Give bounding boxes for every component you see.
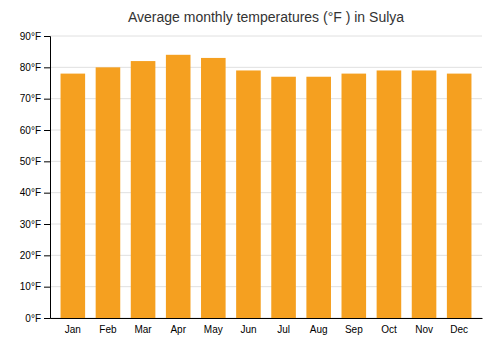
y-tick-label: 10°F xyxy=(20,281,41,292)
x-axis-line xyxy=(51,318,483,319)
y-tick-label: 60°F xyxy=(20,125,41,136)
x-tick-label: Apr xyxy=(170,324,186,335)
y-tick-line xyxy=(44,99,50,100)
x-tick-label: May xyxy=(204,324,223,335)
y-tick-label: 50°F xyxy=(20,156,41,167)
x-tick: Oct xyxy=(381,318,397,335)
y-tick: 0°F xyxy=(25,313,50,324)
y-axis-line xyxy=(44,37,51,319)
y-tick-line xyxy=(44,36,50,37)
y-tick-line xyxy=(44,161,50,162)
x-tick: Dec xyxy=(450,318,468,335)
x-tick-label: Oct xyxy=(381,324,397,335)
y-tick: 60°F xyxy=(20,125,50,136)
y-tick-label: 90°F xyxy=(20,31,41,42)
x-tick-label: Mar xyxy=(134,324,152,335)
bar xyxy=(166,55,191,318)
x-tick-label: Jul xyxy=(277,324,290,335)
bar xyxy=(447,74,472,318)
x-tick: Feb xyxy=(99,318,117,335)
y-tick: 40°F xyxy=(20,187,50,198)
bar xyxy=(236,70,261,318)
bar xyxy=(96,67,121,318)
grid-line xyxy=(50,36,482,37)
x-axis: Jan Feb Mar Apr May Jun Jul Aug Sep Oct Nov Dec xyxy=(51,318,483,335)
x-tick-label: Feb xyxy=(99,324,117,335)
bars xyxy=(61,55,472,318)
bar xyxy=(201,58,226,318)
bar xyxy=(131,61,156,318)
x-tick-label: Jun xyxy=(240,324,256,335)
y-tick-line xyxy=(44,67,50,68)
y-tick: 10°F xyxy=(20,281,50,292)
bar xyxy=(342,74,367,318)
y-tick: 70°F xyxy=(20,93,50,104)
y-tick-line xyxy=(44,193,50,194)
x-tick: May xyxy=(204,318,223,335)
y-tick-label: 20°F xyxy=(20,250,41,261)
x-tick: Aug xyxy=(310,318,328,335)
x-tick: Jun xyxy=(240,318,256,335)
x-tick: Mar xyxy=(134,318,152,335)
y-tick: 80°F xyxy=(20,62,50,73)
bar xyxy=(377,70,402,318)
x-tick: Jul xyxy=(277,318,290,335)
bar xyxy=(271,77,296,318)
x-tick: Apr xyxy=(170,318,186,335)
x-tick-label: Nov xyxy=(415,324,433,335)
bar xyxy=(61,74,86,318)
y-tick-line xyxy=(44,224,50,225)
y-tick-label: 0°F xyxy=(25,313,41,324)
y-tick-label: 30°F xyxy=(20,219,41,230)
grid xyxy=(50,36,482,318)
x-tick: Sep xyxy=(345,318,363,335)
x-tick-label: Aug xyxy=(310,324,328,335)
x-tick-label: Jan xyxy=(65,324,81,335)
y-tick: 30°F xyxy=(20,219,50,230)
x-tick: Nov xyxy=(415,318,433,335)
y-tick-label: 70°F xyxy=(20,93,41,104)
y-tick-line xyxy=(44,255,50,256)
x-tick-label: Dec xyxy=(450,324,468,335)
y-tick: 90°F xyxy=(20,31,50,42)
y-tick-label: 80°F xyxy=(20,62,41,73)
y-tick-label: 40°F xyxy=(20,187,41,198)
chart: Jan Feb Mar Apr May Jun Jul Aug Sep Oct Nov Dec 0°F 1… xyxy=(0,0,500,350)
bar xyxy=(306,77,331,318)
y-tick-line xyxy=(44,130,50,131)
plot: Jan Feb Mar Apr May Jun Jul Aug Sep Oct Nov Dec 0°F 1… xyxy=(20,31,483,335)
y-tick-line xyxy=(44,318,50,319)
x-tick-label: Sep xyxy=(345,324,363,335)
x-tick: Jan xyxy=(65,318,81,335)
y-tick: 20°F xyxy=(20,250,50,261)
y-axis: 0°F 10°F 20°F 30°F 40°F 50°F 60°F 70°F 80°F 90°F xyxy=(20,31,51,324)
title: Average monthly temperatures (°F ) in Su… xyxy=(128,9,404,25)
bar xyxy=(412,70,437,318)
y-tick: 50°F xyxy=(20,156,50,167)
y-tick-line xyxy=(44,287,50,288)
